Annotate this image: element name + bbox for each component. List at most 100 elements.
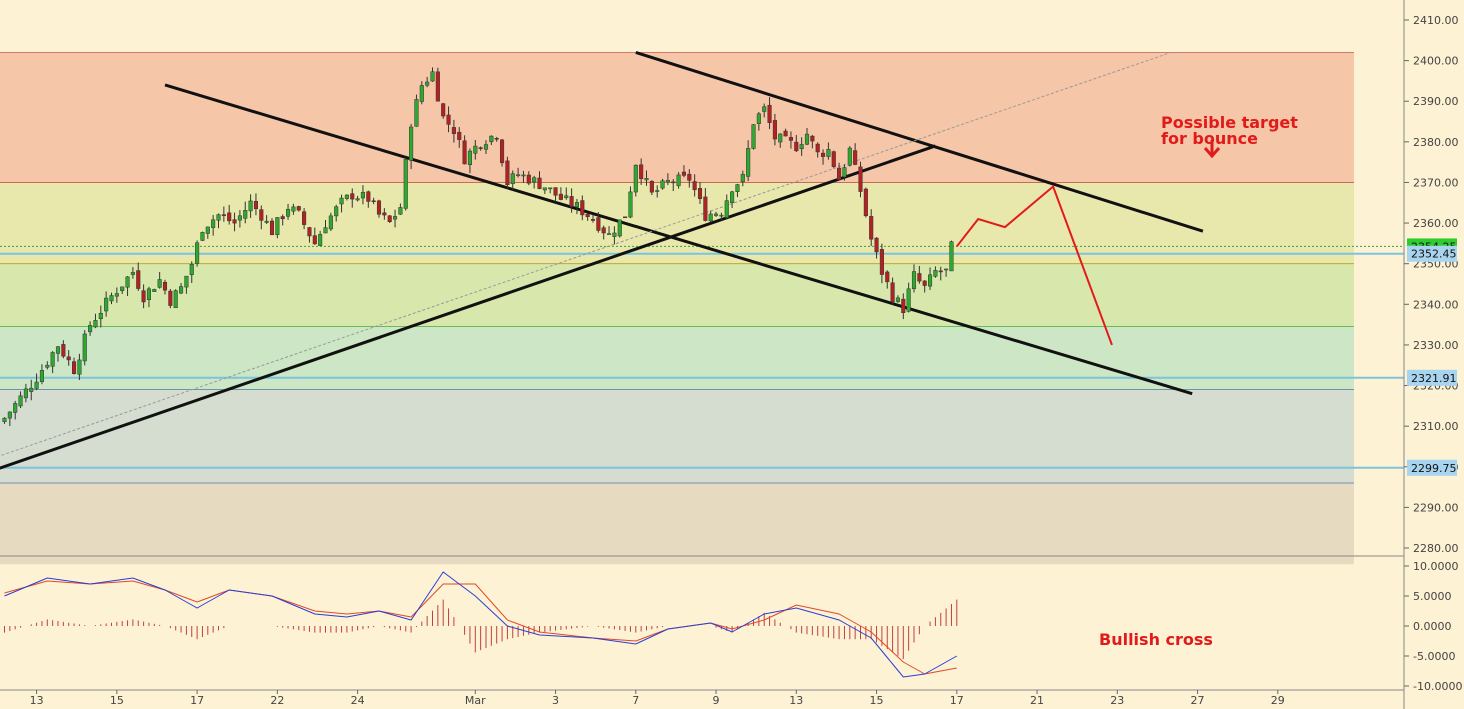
- candle-body: [130, 272, 135, 275]
- candle-body: [885, 271, 890, 283]
- candle: [109, 292, 114, 305]
- candle: [906, 282, 911, 313]
- candle-body: [478, 147, 483, 149]
- candle: [590, 214, 596, 223]
- candle-body: [788, 137, 794, 141]
- candle-body: [366, 191, 371, 202]
- y-tick-label: 2290.00: [1413, 501, 1459, 514]
- candle-body: [200, 232, 205, 241]
- candle-body: [810, 135, 815, 142]
- candle-body: [382, 212, 387, 216]
- candle-body: [874, 237, 879, 253]
- candle: [949, 240, 954, 272]
- candle-body: [125, 276, 130, 288]
- candle-body: [467, 150, 472, 165]
- candle: [376, 199, 382, 218]
- candle-body: [344, 194, 349, 199]
- candle: [869, 209, 874, 247]
- candle: [211, 214, 216, 236]
- x-tick-label: 27: [1191, 694, 1205, 707]
- candle: [227, 204, 232, 225]
- candle: [703, 188, 708, 222]
- candle-body: [778, 133, 783, 143]
- candle-body: [623, 216, 628, 219]
- macd-tick-label: 10.0000: [1413, 560, 1459, 573]
- candle-body: [794, 141, 799, 152]
- candle-body: [537, 177, 542, 189]
- candle: [681, 165, 687, 178]
- candle: [318, 230, 323, 246]
- candle-body: [783, 130, 788, 137]
- candle: [676, 172, 681, 189]
- candle: [580, 195, 585, 221]
- candle-body: [23, 388, 28, 399]
- y-tick-label: 2380.00: [1413, 136, 1459, 149]
- annotation-target-line2: for bounce: [1161, 129, 1258, 148]
- candle: [152, 288, 157, 292]
- candle: [77, 353, 82, 381]
- candle: [334, 204, 339, 222]
- candle: [660, 178, 665, 190]
- candle: [339, 194, 344, 213]
- candle: [933, 266, 938, 278]
- candle: [837, 162, 842, 180]
- candle: [767, 97, 772, 130]
- candle-body: [601, 227, 606, 234]
- candle: [821, 149, 826, 165]
- candle-body: [585, 213, 590, 218]
- candle: [55, 346, 61, 362]
- candle-body: [136, 270, 141, 289]
- candle-body: [403, 159, 408, 209]
- candle: [601, 225, 606, 240]
- candle-body: [804, 133, 810, 145]
- candle: [7, 411, 12, 426]
- candle-body: [409, 126, 414, 161]
- candle: [794, 134, 799, 153]
- candle-body: [692, 181, 697, 191]
- candle-body: [821, 152, 826, 157]
- candle: [414, 94, 419, 127]
- candle-body: [890, 282, 895, 303]
- trend-line-rising: [0, 144, 936, 470]
- candle-body: [184, 275, 189, 288]
- candle: [141, 284, 146, 309]
- candle: [831, 150, 836, 169]
- macd-tick-label: -10.0000: [1413, 680, 1462, 693]
- candle: [393, 209, 398, 228]
- candle: [409, 123, 414, 170]
- candle: [714, 211, 719, 217]
- candle-body: [355, 198, 360, 201]
- candle: [184, 275, 189, 294]
- candle-body: [398, 207, 403, 215]
- candle-body: [88, 325, 93, 333]
- candle: [307, 226, 312, 243]
- y-tick-label: 2410.00: [1413, 14, 1459, 27]
- candle-body: [446, 114, 451, 125]
- candle-body: [767, 104, 772, 123]
- candle: [195, 240, 200, 267]
- candle-body: [826, 149, 831, 157]
- x-tick-label: 7: [632, 694, 639, 707]
- candle-body: [633, 164, 638, 193]
- candle: [248, 194, 253, 218]
- price-tag-label: 2352.45: [1411, 248, 1457, 261]
- candle: [312, 227, 317, 245]
- candle-body: [580, 200, 585, 216]
- candle: [762, 103, 767, 118]
- candle-body: [29, 387, 34, 392]
- candle: [489, 135, 494, 145]
- candle-body: [457, 131, 462, 140]
- candle-body: [152, 289, 157, 292]
- candle-body: [837, 167, 842, 180]
- candle-body: [510, 173, 515, 184]
- candle-body: [853, 150, 858, 165]
- candle: [264, 215, 269, 225]
- fib-zone-3: [0, 326, 1354, 390]
- candle: [130, 267, 135, 279]
- candle: [628, 186, 633, 219]
- candle-body: [179, 286, 184, 294]
- candle-body: [339, 197, 344, 205]
- candle: [874, 237, 879, 259]
- candle-body: [376, 200, 382, 215]
